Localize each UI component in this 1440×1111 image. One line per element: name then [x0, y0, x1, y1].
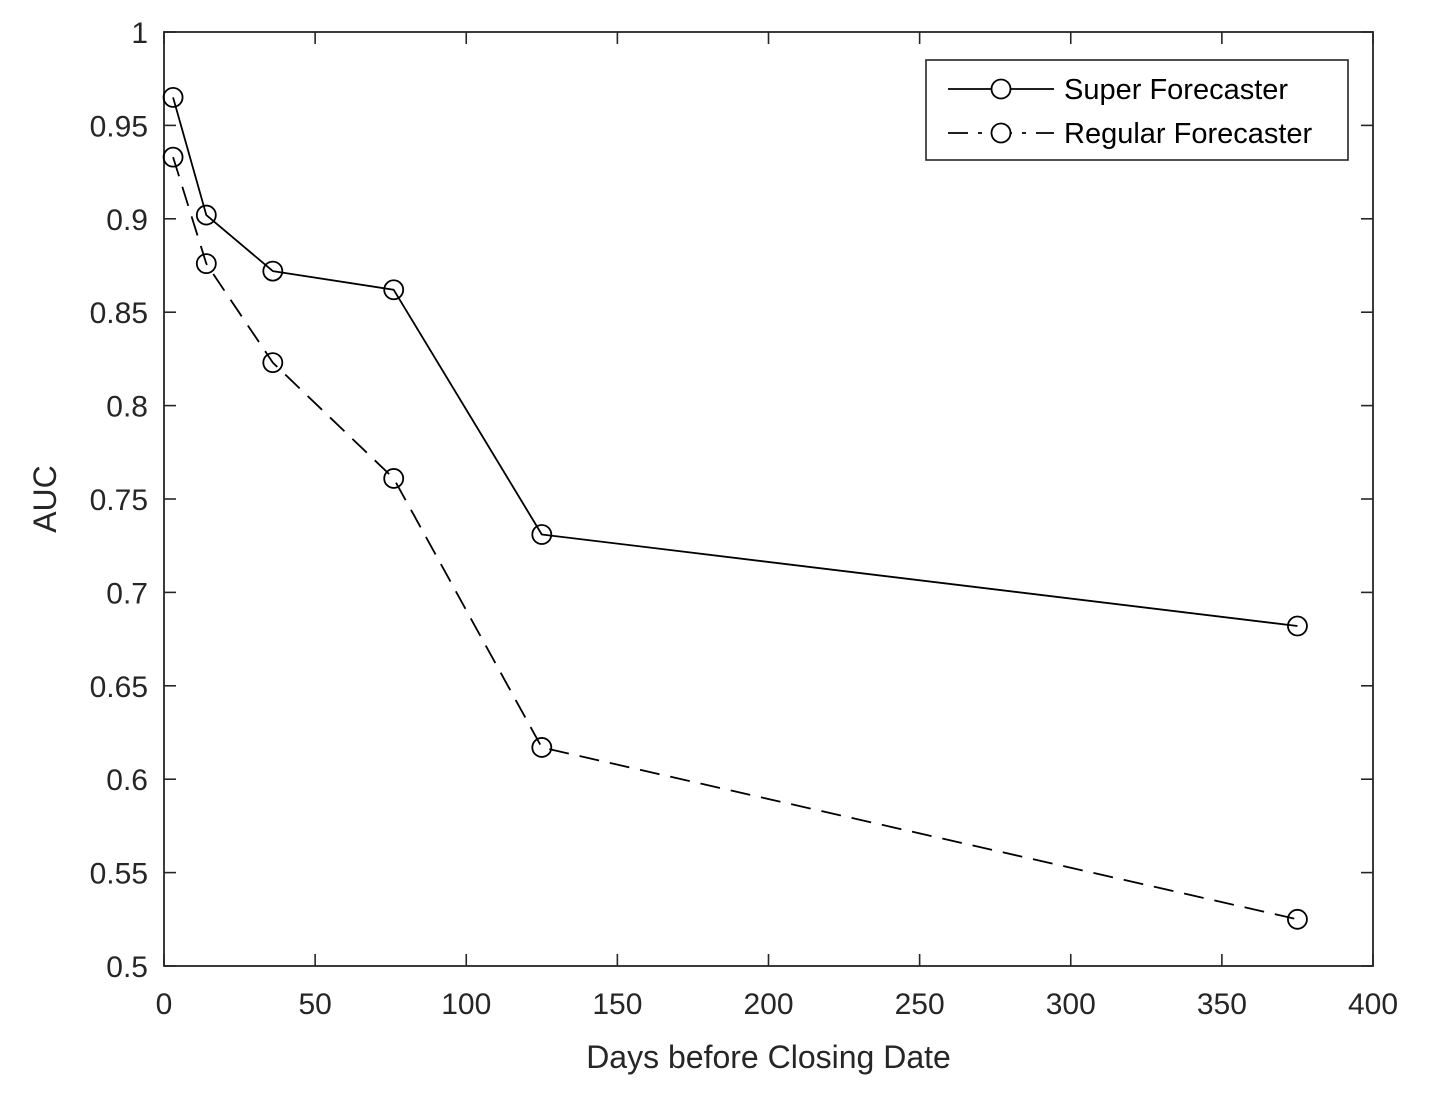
y-tick-label: 0.75	[90, 484, 148, 517]
y-tick-label: 0.65	[90, 671, 148, 704]
x-axis-tick-labels: 0 50 100 150 200 250 300 350 400	[156, 988, 1398, 1021]
data-point-marker	[162, 86, 184, 108]
series-line	[172, 97, 1298, 627]
series-2	[162, 146, 1308, 930]
data-point-marker	[162, 146, 184, 168]
legend-label: Super Forecaster	[1064, 74, 1288, 106]
data-point-marker	[531, 524, 553, 545]
legend-label: Regular Forecaster	[1064, 118, 1313, 150]
y-axis-tick-labels: 0.5 0.55 0.6 0.65 0.7 0.75 0.8 0.85 0.9 0.95 1	[90, 17, 148, 984]
y-tick-label: 0.85	[90, 297, 148, 330]
y-axis-ticks	[164, 31, 1373, 967]
data-point-marker	[531, 737, 553, 758]
y-tick-label: 0.7	[106, 577, 148, 610]
x-tick-label: 100	[441, 988, 491, 1021]
x-tick-label: 300	[1046, 988, 1096, 1021]
x-tick-label: 250	[895, 988, 945, 1021]
y-axis-title: AUC	[27, 465, 63, 533]
y-tick-label: 0.9	[106, 204, 148, 237]
legend: Super Forecaster Regular Forecaster	[925, 59, 1349, 161]
data-point-marker	[262, 352, 284, 374]
x-tick-label: 0	[156, 988, 173, 1021]
legend-box	[925, 59, 1349, 161]
data-point-marker	[195, 253, 217, 275]
data-point-marker	[383, 468, 405, 489]
x-axis-title: Days before Closing Date	[586, 1039, 951, 1075]
y-tick-label: 0.8	[106, 391, 148, 424]
y-tick-label: 1	[131, 17, 148, 50]
data-point-marker	[1287, 908, 1308, 930]
x-tick-label: 200	[743, 988, 793, 1021]
x-tick-label: 350	[1197, 988, 1247, 1021]
legend-entry: Regular Forecaster	[948, 118, 1313, 150]
y-tick-label: 0.5	[106, 951, 148, 984]
series-layer	[162, 86, 1308, 930]
x-tick-label: 150	[592, 988, 642, 1021]
data-point-marker	[195, 204, 217, 226]
data-point-marker	[1287, 615, 1308, 637]
x-tick-label: 50	[298, 988, 331, 1021]
series-line	[172, 156, 1298, 921]
legend-marker-sample	[990, 78, 1012, 100]
data-point-marker	[383, 279, 405, 301]
legend-entries: Super Forecaster Regular Forecaster	[948, 74, 1313, 150]
data-point-marker	[262, 260, 284, 282]
legend-entry: Super Forecaster	[948, 74, 1288, 106]
y-tick-label: 0.95	[90, 110, 148, 143]
legend-marker-sample	[990, 122, 1012, 144]
x-tick-label: 400	[1348, 988, 1398, 1021]
series-1	[162, 86, 1308, 637]
y-tick-label: 0.55	[90, 858, 148, 891]
y-tick-label: 0.6	[106, 764, 148, 797]
x-axis-ticks	[163, 32, 1374, 966]
